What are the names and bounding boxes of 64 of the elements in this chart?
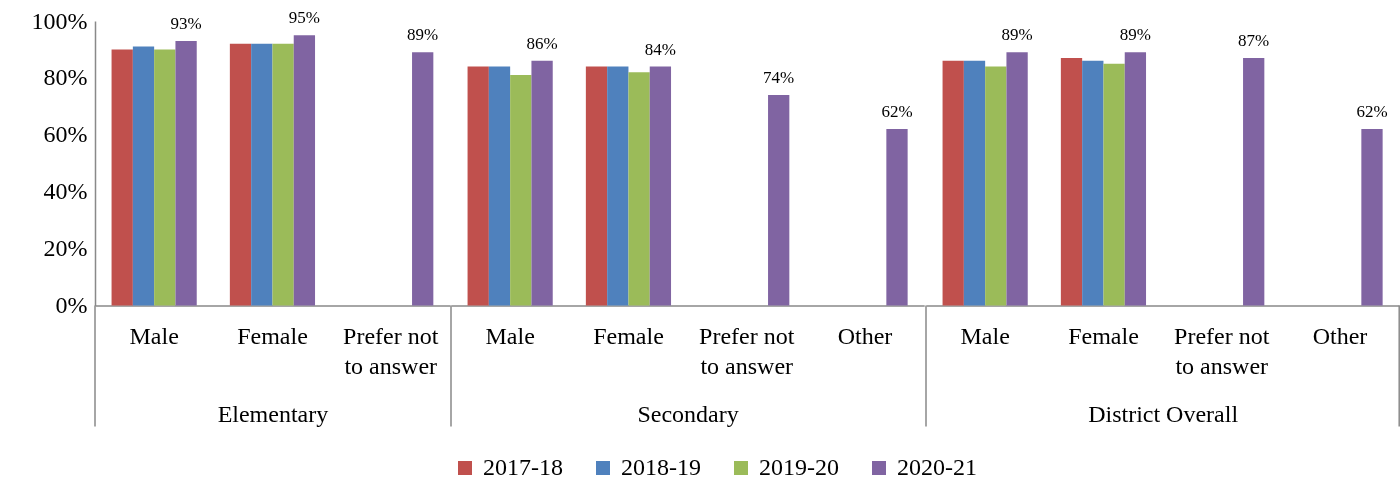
bar: [293, 35, 316, 306]
bar: [1060, 57, 1083, 306]
data-label: 95%: [288, 8, 320, 28]
bar: [531, 60, 553, 306]
x-axis-title: Secondary: [637, 401, 739, 427]
x-tick-label: Prefer not to answer: [343, 323, 439, 379]
legend-label: 2017-18: [483, 454, 563, 480]
bar: [229, 43, 252, 306]
bar: [175, 40, 197, 306]
bar: [768, 94, 790, 306]
y-tick-label: 40%: [43, 178, 88, 205]
bar: [942, 60, 964, 306]
x-tick-label: Prefer not to answer: [699, 323, 795, 379]
y-tick-label: 80%: [43, 64, 88, 91]
data-label: 84%: [644, 39, 676, 59]
bar: [1124, 52, 1147, 306]
data-label: 86%: [526, 33, 558, 53]
bar: [585, 66, 608, 306]
y-tick-label: 100%: [31, 7, 88, 34]
y-tick-label: 20%: [43, 235, 88, 262]
data-label: 89%: [1119, 25, 1151, 45]
bar: [649, 66, 672, 306]
bar: [886, 129, 908, 306]
data-label: 74%: [763, 67, 795, 87]
bar: [607, 66, 629, 306]
x-tick-label: Other: [1312, 323, 1368, 349]
bar: [510, 75, 532, 306]
bar: [488, 66, 511, 306]
bar: [412, 52, 434, 306]
bar: [154, 49, 176, 306]
y-tick-label: 60%: [43, 121, 88, 148]
x-tick-label: Female: [593, 323, 664, 349]
data-label: 93%: [170, 13, 202, 33]
data-label: 89%: [1001, 25, 1033, 45]
x-tick-label: Other: [837, 323, 893, 349]
bar: [1103, 63, 1125, 306]
legend-label: 2018-19: [621, 454, 701, 480]
bar: [467, 66, 489, 306]
data-label: 87%: [1238, 30, 1270, 50]
bar: [985, 66, 1007, 306]
legend-label: 2019-20: [759, 454, 839, 480]
legend-label: 2020-21: [897, 454, 977, 480]
y-tick-label: 0%: [55, 292, 88, 318]
x-axis-title: District Overall: [1088, 401, 1239, 427]
x-tick-label: Prefer not to answer: [1174, 323, 1270, 379]
data-label: 62%: [881, 102, 913, 122]
bar: [963, 60, 986, 306]
x-tick-label: Female: [237, 323, 308, 349]
x-axis-title: Elementary: [217, 401, 329, 427]
bar: [1082, 60, 1104, 306]
data-label: 89%: [407, 25, 439, 45]
x-tick-label: Male: [960, 323, 1010, 349]
data-label: 62%: [1356, 102, 1388, 122]
bar: [251, 43, 273, 306]
bar: [111, 49, 133, 306]
bar: [1006, 52, 1028, 306]
bar: [272, 43, 294, 306]
x-tick-label: Male: [485, 323, 535, 349]
bar: [132, 46, 155, 306]
bar: [1361, 129, 1383, 306]
x-tick-label: Female: [1068, 323, 1139, 349]
x-tick-label: Male: [129, 323, 179, 349]
bar: [628, 72, 650, 306]
bar: [1243, 57, 1265, 306]
